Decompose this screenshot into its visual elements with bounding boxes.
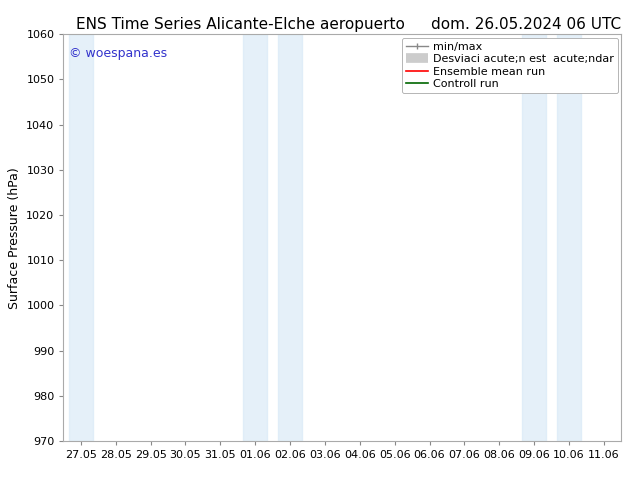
Bar <box>243 34 268 441</box>
Text: dom. 26.05.2024 06 UTC: dom. 26.05.2024 06 UTC <box>431 17 621 32</box>
Bar <box>278 34 302 441</box>
Bar <box>557 34 581 441</box>
Y-axis label: Surface Pressure (hPa): Surface Pressure (hPa) <box>8 167 21 309</box>
Text: ENS Time Series Alicante-Elche aeropuerto: ENS Time Series Alicante-Elche aeropuert… <box>76 17 405 32</box>
Text: © woespana.es: © woespana.es <box>69 47 167 59</box>
Legend: min/max, Desviaci acute;n est  acute;ndar, Ensemble mean run, Controll run: min/max, Desviaci acute;n est acute;ndar… <box>401 38 618 93</box>
Bar <box>522 34 547 441</box>
Bar <box>68 34 93 441</box>
